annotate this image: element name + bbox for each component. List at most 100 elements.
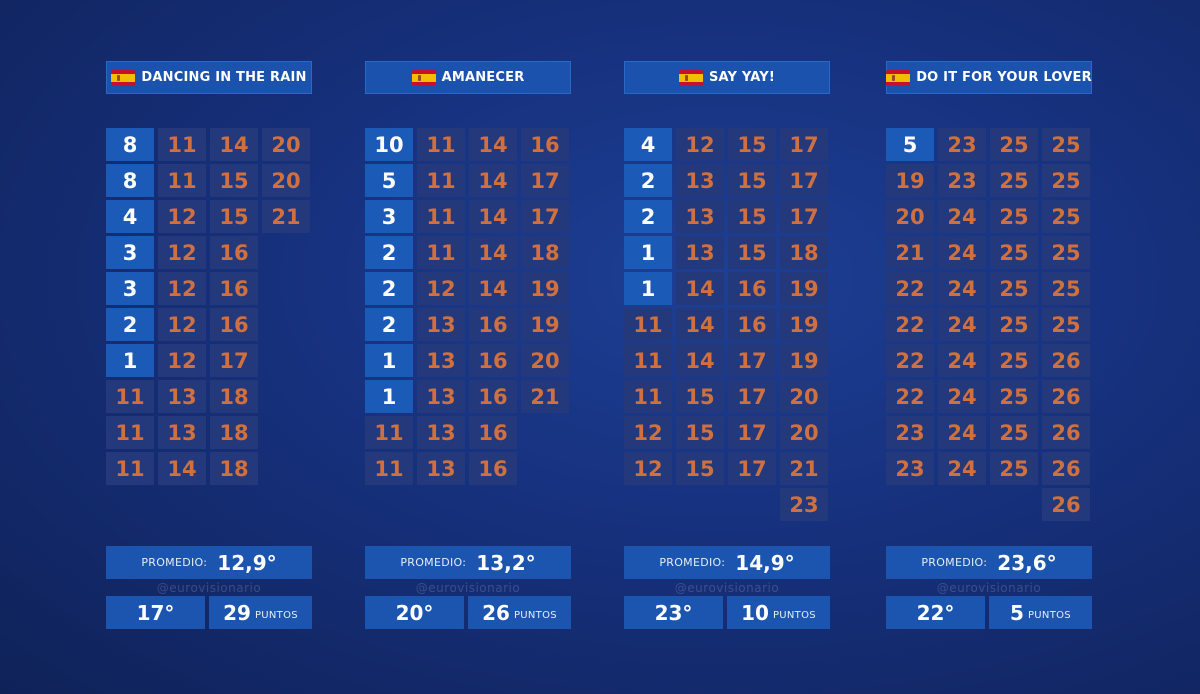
top-ten-rank-cell: 10 [365,128,413,161]
rank-cell: 12 [624,452,672,485]
rank-cell: 23 [938,128,986,161]
rank-cell: 15 [728,236,776,269]
rank-cell: 13 [676,236,724,269]
top-ten-rank-cell: 2 [365,272,413,305]
rank-cell: 17 [521,164,569,197]
rank-cell: 11 [158,128,206,161]
rank-cell: 14 [469,164,517,197]
rank-cell: 14 [676,272,724,305]
rank-cell: 16 [469,452,517,485]
rank-cell: 13 [417,344,465,377]
rank-cell: 24 [938,380,986,413]
rank-cell: 25 [990,200,1038,233]
top-ten-rank-cell: 2 [624,200,672,233]
rank-cell: 26 [1042,416,1090,449]
rank-cell: 25 [1042,236,1090,269]
rank-cell: 12 [158,308,206,341]
average-box: PROMEDIO: 12,9° [106,546,312,579]
rank-cell: 18 [210,416,258,449]
rank-cell: 22 [886,380,934,413]
points-box: 29 PUNTOS [209,596,312,629]
rank-cell: 26 [1042,452,1090,485]
spain-flag-icon [411,69,436,86]
rank-cell: 18 [210,380,258,413]
top-ten-rank-cell: 3 [106,272,154,305]
rank-cell: 11 [365,416,413,449]
rank-cell: 14 [158,452,206,485]
top-ten-rank-cell: 3 [365,200,413,233]
rank-cell: 11 [624,344,672,377]
rank-cell: 21 [521,380,569,413]
top-ten-rank-cell: 2 [624,164,672,197]
rank-cell: 24 [938,344,986,377]
rank-cell: 12 [158,236,206,269]
rank-cell: 13 [676,200,724,233]
rank-cell: 20 [780,416,828,449]
rank-cell: 11 [417,164,465,197]
rank-cell: 11 [158,164,206,197]
average-label: PROMEDIO: [400,556,467,569]
average-box: PROMEDIO: 14,9° [624,546,830,579]
rank-cell: 19 [780,344,828,377]
rank-cell: 17 [521,200,569,233]
song-header: AMANECER [365,61,571,94]
points-value: 10 [741,600,769,625]
average-label: PROMEDIO: [659,556,726,569]
rank-cell: 25 [1042,200,1090,233]
song-panel: SAY YAY! PROMEDIO: 14,9° @eurovisionario… [624,0,830,694]
rank-cell: 16 [728,272,776,305]
rank-cell: 11 [106,416,154,449]
rank-cell: 14 [469,272,517,305]
top-ten-rank-cell: 5 [365,164,413,197]
rank-cell: 24 [938,452,986,485]
final-position: 23° [624,596,723,629]
rank-cell: 26 [1042,344,1090,377]
rank-cell: 14 [676,344,724,377]
average-value: 12,9° [217,550,277,575]
rank-cell: 24 [938,416,986,449]
rank-cell: 15 [728,128,776,161]
rank-cell: 17 [728,416,776,449]
rank-cell: 15 [728,164,776,197]
final-position: 17° [106,596,205,629]
rank-cell: 17 [780,128,828,161]
rank-cell: 12 [417,272,465,305]
rank-cell: 23 [938,164,986,197]
rank-cell: 19 [521,272,569,305]
average-value: 13,2° [476,550,536,575]
average-value: 23,6° [997,550,1057,575]
rank-cell: 13 [417,380,465,413]
rank-cell: 11 [417,200,465,233]
rank-cell: 16 [469,416,517,449]
rank-cell: 22 [886,308,934,341]
watermark: @eurovisionario [415,581,521,595]
top-ten-rank-cell: 8 [106,128,154,161]
rank-cell: 13 [158,416,206,449]
rank-cell: 11 [624,380,672,413]
rank-cell: 17 [728,380,776,413]
final-position: 22° [886,596,985,629]
rank-cell: 11 [624,308,672,341]
rank-cell: 24 [938,308,986,341]
top-ten-rank-cell: 1 [624,272,672,305]
rank-cell: 12 [158,344,206,377]
rank-cell: 24 [938,236,986,269]
points-label: PUNTOS [1027,609,1071,621]
rank-cell: 17 [780,164,828,197]
rank-cell: 25 [990,272,1038,305]
rank-cell: 17 [780,200,828,233]
rank-cell: 13 [158,380,206,413]
rank-cell: 25 [990,452,1038,485]
average-label: PROMEDIO: [921,556,988,569]
song-panel: AMANECER PROMEDIO: 13,2° @eurovisionario… [365,0,571,694]
top-ten-rank-cell: 5 [886,128,934,161]
rank-cell: 25 [990,128,1038,161]
top-ten-rank-cell: 1 [365,344,413,377]
rank-cell: 14 [210,128,258,161]
rank-cell: 13 [417,452,465,485]
rank-cell: 12 [624,416,672,449]
song-header: SAY YAY! [624,61,830,94]
rank-cell: 26 [1042,380,1090,413]
rank-cell: 14 [469,236,517,269]
rank-cell: 19 [780,308,828,341]
